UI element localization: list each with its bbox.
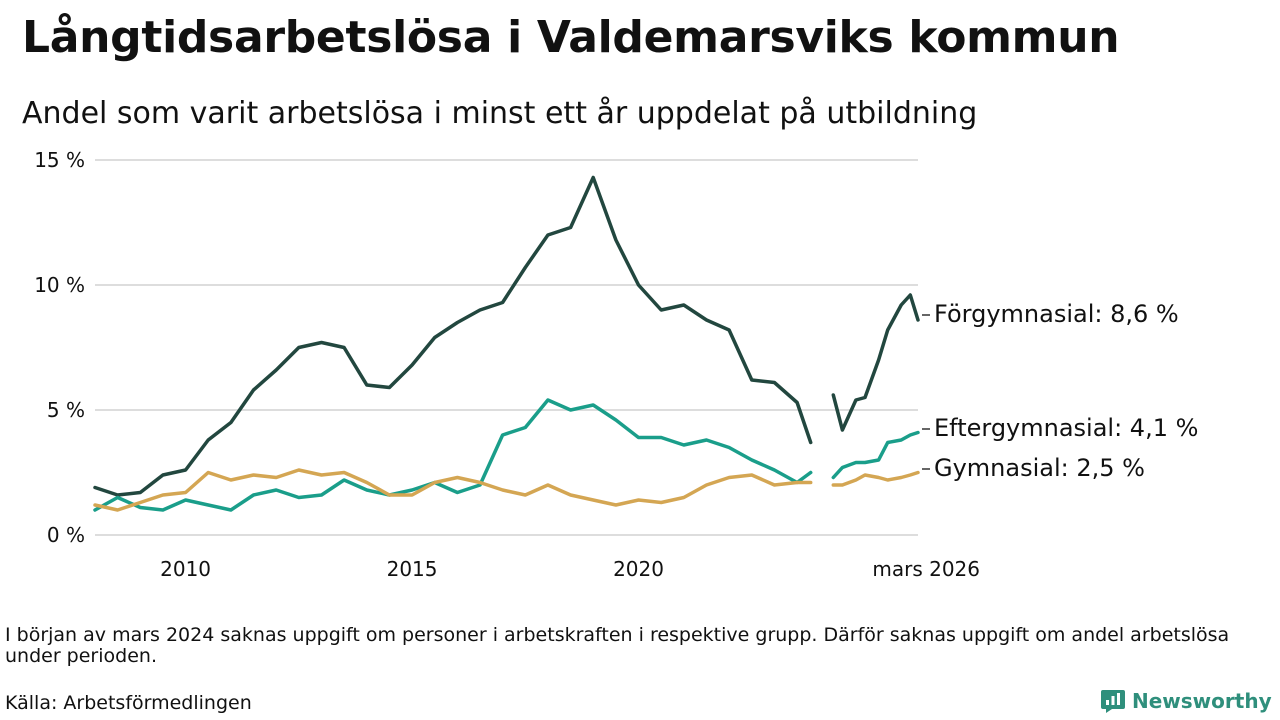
y-tick-label: 10 %: [34, 273, 85, 297]
series-line-eftergymnasial: [93, 398, 920, 512]
series-label-förgymnasial: Förgymnasial: 8,6 %: [934, 300, 1179, 328]
x-axis-ticks: 2010 2015 2020 mars 2026: [160, 557, 980, 581]
x-tick-label: 2010: [160, 557, 211, 581]
footnote: I början av mars 2024 saknas uppgift om …: [5, 624, 1230, 667]
chart-bubble-icon: [1101, 690, 1125, 713]
x-tick-label: mars 2026: [872, 557, 980, 581]
chart-subtitle: Andel som varit arbetslösa i minst ett å…: [22, 96, 978, 131]
series-line-gymnasial: [93, 468, 920, 512]
y-tick-label: 5 %: [47, 398, 85, 422]
series-lines: [93, 175, 920, 512]
x-tick-label: 2020: [613, 557, 664, 581]
source-text: Källa: Arbetsförmedlingen: [5, 692, 252, 714]
series-end-labels: Förgymnasial: 8,6 % Eftergymnasial: 4,1 %…: [922, 300, 1198, 482]
y-tick-label: 15 %: [34, 148, 85, 172]
y-axis-ticks: 0 % 5 % 10 % 15 %: [34, 148, 85, 547]
brand-name: Newsworthy: [1132, 689, 1272, 713]
x-tick-label: 2015: [387, 557, 438, 581]
series-line-förgymnasial: [93, 175, 920, 497]
chart-title: Långtidsarbetslösa i Valdemarsviks kommu…: [22, 12, 1120, 63]
line-chart: 0 % 5 % 10 % 15 % 2010 2015 2020 mars 2026 För…: [34, 148, 1198, 581]
gridlines: [95, 159, 918, 536]
y-tick-label: 0 %: [47, 523, 85, 547]
series-label-eftergymnasial: Eftergymnasial: 4,1 %: [934, 414, 1198, 442]
newsworthy-logo[interactable]: Newsworthy: [1100, 688, 1272, 714]
series-label-gymnasial: Gymnasial: 2,5 %: [934, 454, 1145, 482]
